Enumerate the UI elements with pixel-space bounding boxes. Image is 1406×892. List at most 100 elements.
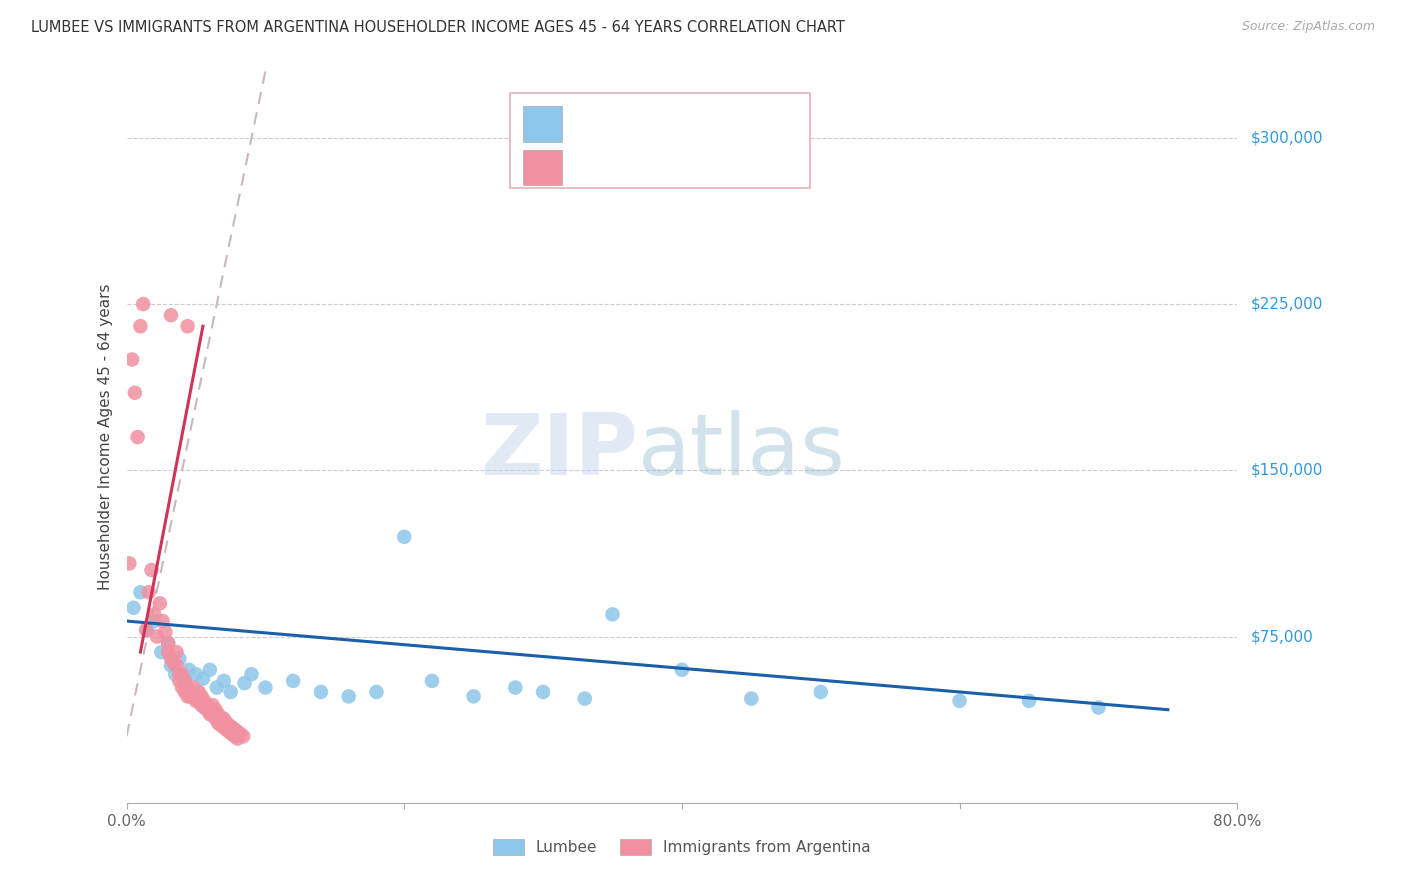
Point (157, 636, 180, 650)
Point (132, 297, 155, 311)
Point (207, 716, 229, 731)
Text: N =: N = (704, 117, 738, 131)
Point (176, 681, 198, 695)
Point (157, 636, 180, 650)
Point (176, 319, 198, 334)
Point (233, 676, 256, 690)
Point (193, 700, 215, 714)
Point (190, 690, 212, 704)
Point (193, 694, 215, 708)
Point (165, 667, 187, 681)
Point (366, 685, 388, 699)
Point (198, 663, 221, 677)
Point (531, 685, 554, 699)
Text: LUMBEE VS IMMIGRANTS FROM ARGENTINA HOUSEHOLDER INCOME AGES 45 - 64 YEARS CORREL: LUMBEE VS IMMIGRANTS FROM ARGENTINA HOUS… (31, 20, 845, 35)
Bar (523, 151, 562, 186)
Point (141, 563, 163, 577)
Point (173, 673, 195, 688)
Text: -0.323: -0.323 (623, 117, 678, 131)
Point (204, 712, 226, 726)
Point (121, 352, 143, 367)
Point (209, 718, 232, 732)
Point (127, 430, 149, 444)
Point (177, 663, 200, 677)
Point (172, 667, 194, 681)
Point (201, 698, 224, 713)
Point (219, 685, 242, 699)
Text: 0.365: 0.365 (623, 161, 676, 176)
Point (143, 607, 166, 622)
Point (226, 731, 249, 746)
Point (281, 673, 305, 688)
Point (1087, 700, 1109, 714)
Point (149, 596, 172, 610)
Point (1018, 694, 1040, 708)
Point (169, 667, 191, 681)
Point (173, 685, 195, 699)
Point (309, 685, 332, 699)
Point (160, 658, 183, 673)
Point (463, 690, 485, 704)
Point (503, 681, 526, 695)
Point (129, 319, 152, 334)
Point (136, 623, 159, 637)
Text: atlas: atlas (637, 410, 845, 493)
Point (118, 557, 141, 571)
Point (146, 630, 169, 644)
Point (221, 727, 243, 741)
Point (207, 707, 229, 722)
Point (195, 703, 218, 717)
Point (135, 623, 157, 637)
Point (184, 694, 207, 708)
Point (209, 712, 232, 726)
Point (671, 663, 693, 677)
Text: R =: R = (574, 161, 606, 176)
Point (198, 707, 221, 722)
Point (810, 685, 832, 699)
Point (187, 694, 209, 708)
Point (190, 698, 212, 713)
Point (163, 656, 186, 670)
Point (215, 716, 238, 731)
Point (122, 600, 145, 615)
Point (124, 385, 146, 400)
Point (740, 691, 762, 706)
Point (226, 724, 249, 739)
Point (160, 651, 183, 665)
Text: N =: N = (704, 161, 738, 176)
Point (232, 729, 254, 743)
Point (129, 585, 152, 599)
Point (420, 673, 443, 688)
Text: $300,000: $300,000 (1251, 130, 1323, 145)
Text: 66: 66 (751, 161, 772, 176)
Point (394, 530, 416, 544)
Point (221, 721, 243, 735)
Point (212, 721, 235, 735)
Text: $75,000: $75,000 (1251, 629, 1315, 644)
Point (229, 727, 252, 741)
Point (155, 625, 177, 640)
Bar (510, 94, 810, 188)
Point (574, 691, 596, 706)
Point (204, 703, 226, 717)
Point (184, 690, 207, 704)
Point (201, 707, 224, 722)
Text: Source: ZipAtlas.com: Source: ZipAtlas.com (1241, 20, 1375, 33)
Text: $150,000: $150,000 (1251, 463, 1323, 478)
Point (173, 673, 195, 688)
Y-axis label: Householder Income Ages 45 - 64 years: Householder Income Ages 45 - 64 years (97, 284, 112, 591)
Point (166, 645, 188, 659)
Point (198, 703, 221, 717)
Point (176, 690, 198, 704)
Point (254, 681, 277, 695)
Legend: Lumbee, Immigrants from Argentina: Lumbee, Immigrants from Argentina (486, 833, 877, 861)
Point (949, 694, 972, 708)
Point (224, 723, 246, 737)
Text: 37: 37 (751, 117, 772, 131)
Point (602, 607, 624, 622)
Point (181, 681, 204, 695)
Point (160, 308, 183, 322)
Point (224, 729, 246, 743)
Point (166, 658, 188, 673)
Point (184, 667, 207, 681)
